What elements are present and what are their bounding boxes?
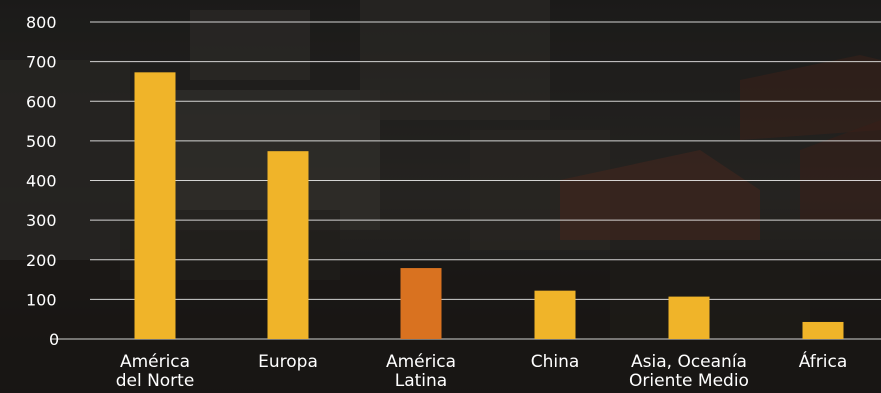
- x-category-label: Europa: [258, 352, 318, 372]
- y-axis-tick-labels: 0 100 200 300 400 500 600 700 800: [26, 13, 59, 349]
- y-tick-label: 800: [26, 13, 57, 32]
- x-category-label: América Latina: [386, 352, 456, 391]
- y-tick-label: 100: [26, 290, 57, 309]
- bars: [134, 72, 844, 339]
- bar: [534, 290, 576, 339]
- x-category-label-line: América: [120, 352, 190, 372]
- x-category-label: Asia, Oceanía Oriente Medio: [629, 352, 749, 391]
- y-tick-label: 500: [26, 132, 57, 151]
- x-category-label: África: [799, 350, 848, 372]
- x-category-label-line: China: [531, 352, 580, 372]
- bar: [134, 72, 176, 339]
- y-tick-label: 0: [49, 330, 59, 349]
- y-tick-label: 400: [26, 172, 57, 191]
- gridlines: [50, 21, 881, 340]
- bar: [668, 296, 710, 339]
- y-tick-label: 700: [26, 53, 57, 72]
- x-category-label-line: América: [386, 352, 456, 372]
- y-tick-label: 300: [26, 211, 57, 230]
- x-category-label-line: Latina: [395, 371, 447, 391]
- bar: [400, 268, 442, 339]
- x-category-label-line: África: [799, 350, 848, 372]
- x-category-label: América del Norte: [116, 352, 195, 391]
- x-category-label-line: Europa: [258, 352, 318, 372]
- x-category-label: China: [531, 352, 580, 372]
- y-tick-label: 600: [26, 92, 57, 111]
- bar: [267, 151, 309, 339]
- y-tick-label: 200: [26, 251, 57, 270]
- x-category-label-line: del Norte: [116, 371, 195, 391]
- x-category-label-line: Asia, Oceanía: [631, 352, 747, 372]
- bar: [802, 321, 844, 339]
- x-category-label-line: Oriente Medio: [629, 371, 749, 391]
